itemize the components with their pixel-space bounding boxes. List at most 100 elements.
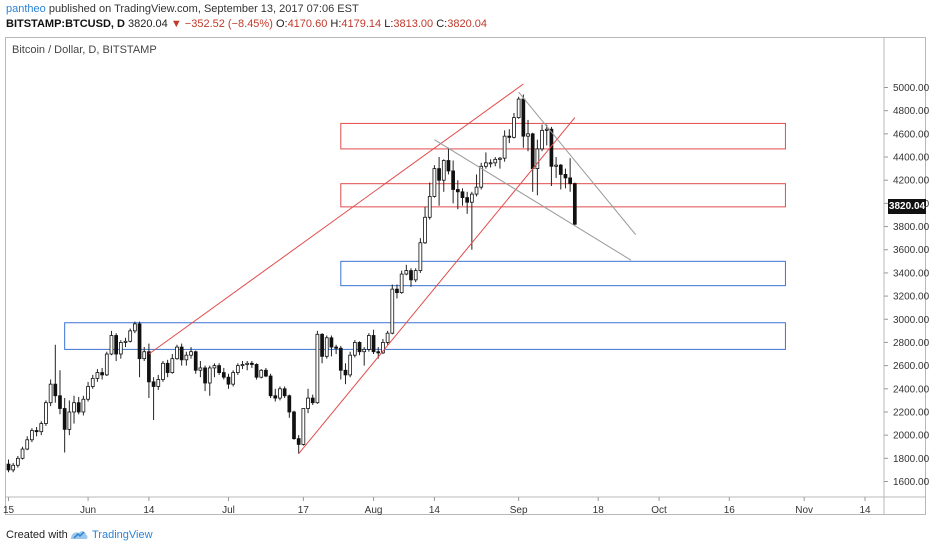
y-tick-label: 2400.00 <box>893 384 930 395</box>
candle-body <box>451 170 455 190</box>
y-tick-label: 3400.00 <box>893 268 930 279</box>
candle-body <box>231 372 236 385</box>
candle-body <box>338 347 343 371</box>
publish-line: pantheo published on TradingView.com, Se… <box>6 3 359 15</box>
y-tick-label: 3800.00 <box>893 222 930 233</box>
candle-body <box>133 323 137 332</box>
candle-body <box>470 193 474 203</box>
price-change: ▼ −352.52 (−8.45%) <box>170 18 273 30</box>
tradingview-brand-link[interactable]: TradingView <box>92 529 153 541</box>
candle-body <box>348 354 353 376</box>
y-tick-label: 2000.00 <box>893 431 930 442</box>
candle-body <box>100 372 104 376</box>
candle-body <box>268 375 273 397</box>
high-value: 4179.14 <box>341 18 382 30</box>
tradingview-logo-icon[interactable] <box>69 528 89 542</box>
candle-body <box>554 164 558 167</box>
candle-body <box>39 423 44 433</box>
candle-body <box>376 351 381 354</box>
candle-body <box>558 164 563 175</box>
candle-body <box>399 273 404 294</box>
x-tick-label: 18 <box>593 505 605 516</box>
y-tick-label: 4600.00 <box>893 129 930 140</box>
candle-body <box>385 332 390 343</box>
candle-body <box>568 177 572 185</box>
candle-body <box>437 168 441 181</box>
candle-body <box>235 365 240 373</box>
candle-body <box>334 346 338 349</box>
candle-body <box>460 191 465 198</box>
candle-body <box>170 358 175 373</box>
y-tick-label: 1600.00 <box>893 477 930 488</box>
author-link[interactable]: pantheo <box>6 3 46 15</box>
rising-wedge-upper <box>148 83 524 355</box>
candle-body <box>455 189 460 193</box>
x-tick-label: Jul <box>222 505 235 516</box>
symbol-label: BITSTAMP:BTCUSD, D <box>6 18 125 30</box>
candle-body <box>409 270 413 281</box>
candle-body <box>62 408 67 430</box>
candle-body <box>404 270 409 275</box>
candle-body <box>240 364 245 367</box>
candle-body <box>30 430 34 441</box>
x-tick-label: 16 <box>724 505 736 516</box>
candle-body <box>53 383 58 397</box>
candle-body <box>479 165 484 188</box>
candle-body <box>301 408 306 445</box>
candle-body <box>217 365 221 373</box>
candle-body <box>114 335 118 355</box>
candle-body <box>179 346 184 361</box>
y-tick-label: 5000.00 <box>893 83 930 94</box>
candle-body <box>310 397 315 404</box>
candle-body <box>67 411 72 430</box>
candle-body <box>58 395 62 409</box>
x-tick-label: 17 <box>298 505 310 516</box>
x-tick-label: Sep <box>510 505 528 516</box>
candle-body <box>507 135 512 138</box>
y-tick-label: 3200.00 <box>893 292 930 303</box>
candle-body <box>198 367 203 371</box>
candle-body <box>357 342 362 353</box>
candle-body <box>315 333 320 404</box>
last-price: 3820.04 <box>128 18 168 30</box>
candle-body <box>156 379 161 387</box>
candle-body <box>109 335 114 355</box>
candle-body <box>118 342 123 355</box>
candle-body <box>221 372 226 378</box>
candle-body <box>572 183 577 225</box>
candle-body <box>264 369 268 377</box>
candle-body <box>6 463 11 471</box>
close-label: C: <box>436 18 448 30</box>
candle-body <box>418 242 423 271</box>
candle-body <box>441 160 446 181</box>
x-tick-label: 14 <box>859 505 871 516</box>
candle-body <box>161 362 165 380</box>
candle-body <box>11 464 16 471</box>
candle-body <box>250 362 254 365</box>
y-tick-label: 3000.00 <box>893 315 930 326</box>
candle-body <box>306 397 310 409</box>
candle-body <box>324 337 329 357</box>
candle-body <box>329 337 334 348</box>
candle-body <box>362 348 367 353</box>
grey-line-lower <box>434 139 632 261</box>
candle-body <box>493 158 498 164</box>
candle-body <box>432 168 437 197</box>
grey-line-upper <box>518 91 637 235</box>
x-tick-label: Aug <box>365 505 383 516</box>
candle-body <box>76 402 81 413</box>
footer: Created with TradingView <box>0 516 932 550</box>
candle-body <box>226 376 231 385</box>
open-label: O: <box>275 18 288 30</box>
red-zone-middle <box>340 183 786 208</box>
candle-body <box>498 157 502 160</box>
candle-body <box>488 162 493 165</box>
chart-header: pantheo published on TradingView.com, Se… <box>0 0 932 36</box>
candle-body <box>259 369 264 378</box>
candle-body <box>502 135 507 159</box>
candle-body <box>390 288 395 334</box>
candle-body <box>189 351 193 356</box>
blue-zone-middle <box>340 260 786 287</box>
chart-frame[interactable] <box>5 37 926 515</box>
